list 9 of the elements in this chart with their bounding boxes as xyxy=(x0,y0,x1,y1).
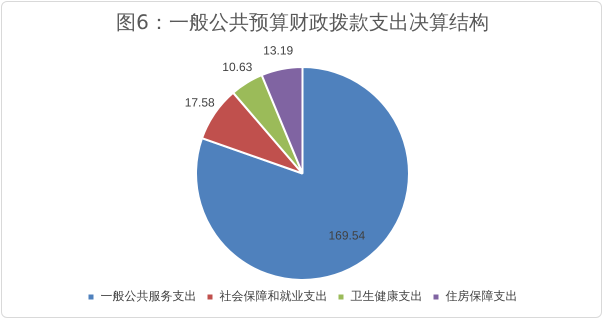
data-label: 13.19 xyxy=(263,44,294,58)
legend-label: 卫生健康支出 xyxy=(350,289,422,304)
data-label: 10.63 xyxy=(222,60,253,74)
legend-label: 社会保障和就业支出 xyxy=(220,289,328,304)
data-label: 17.58 xyxy=(184,96,216,110)
legend-label: 一般公共服务支出 xyxy=(100,289,196,304)
data-label: 169.54 xyxy=(328,228,366,242)
chart-title: 图6：一般公共预算财政拨款支出决算结构 xyxy=(116,10,489,34)
legend-label: 住房保障支出 xyxy=(444,289,518,304)
